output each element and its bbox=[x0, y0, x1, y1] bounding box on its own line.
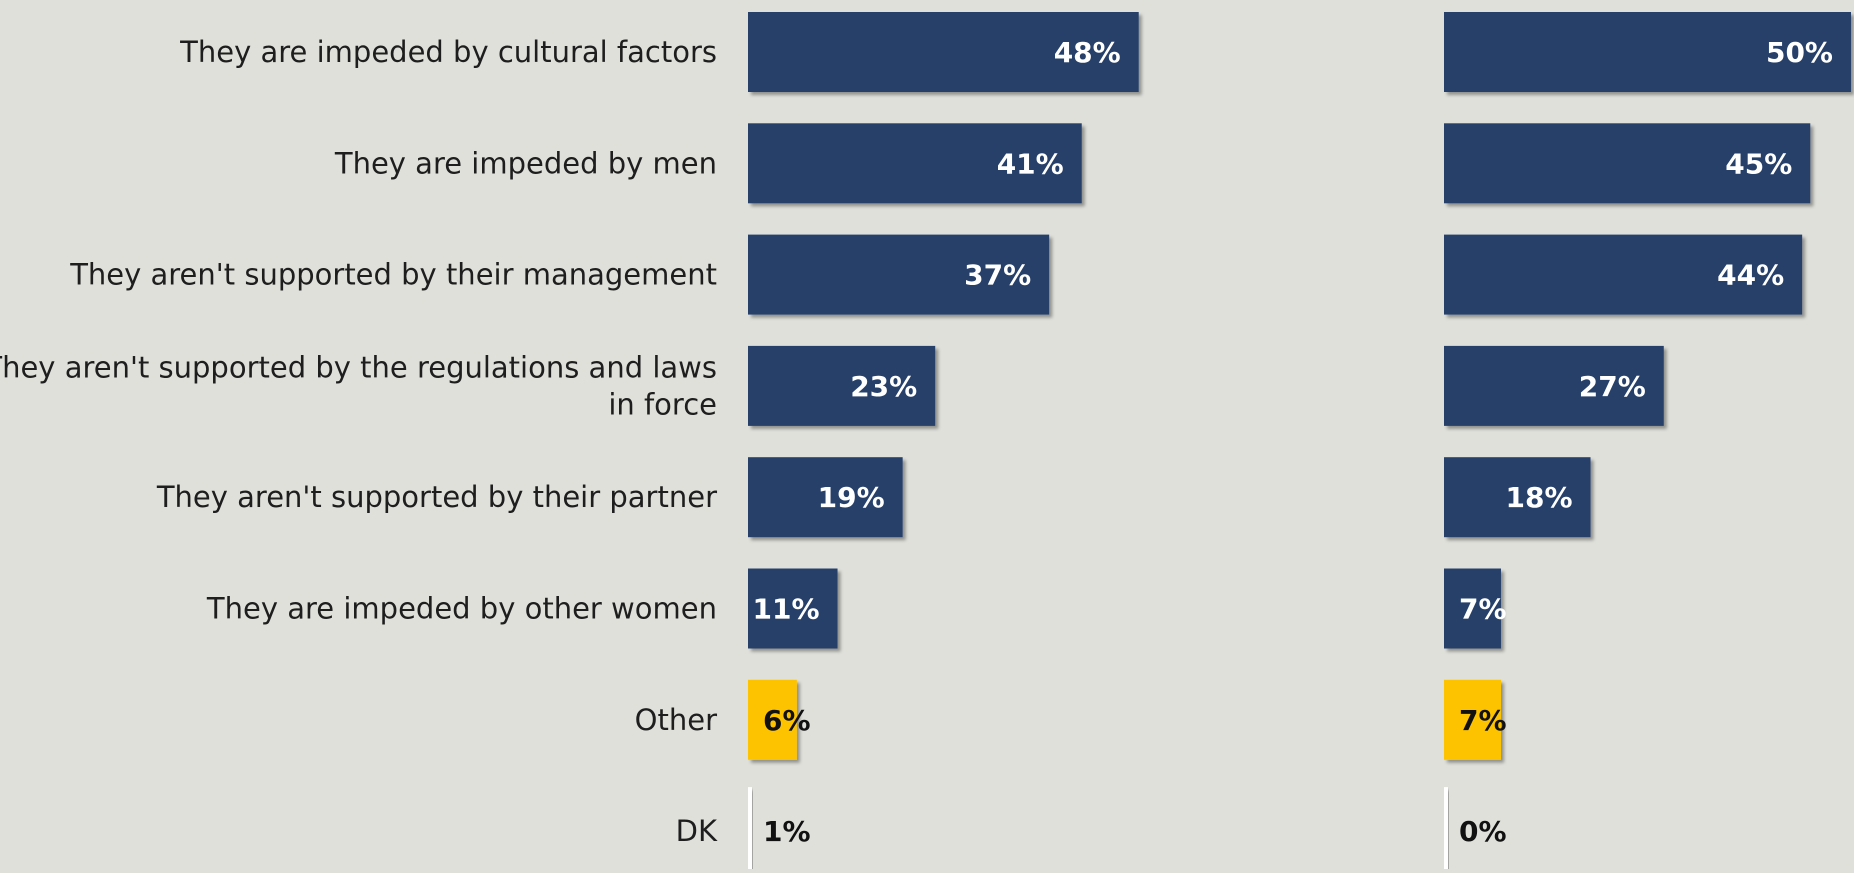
bar-dk bbox=[748, 787, 752, 873]
value-label: 50% bbox=[1766, 36, 1833, 69]
bar bbox=[1444, 123, 1811, 204]
bar bbox=[1444, 12, 1851, 92]
value-label: 44% bbox=[1717, 259, 1784, 292]
panel-left: 48% 41% 37% 23% 19% 11% 6% 1% bbox=[748, 12, 1139, 873]
bar bbox=[1444, 457, 1591, 538]
bar bbox=[748, 123, 1082, 204]
bar bbox=[748, 12, 1139, 92]
value-label: 0% bbox=[1459, 815, 1507, 848]
bar-other bbox=[748, 679, 797, 760]
category-label: They are impeded by men bbox=[334, 146, 717, 180]
value-label: 7% bbox=[1459, 704, 1507, 737]
value-label: 41% bbox=[997, 147, 1064, 180]
value-label: 27% bbox=[1579, 370, 1646, 403]
category-label: They are impeded by other women bbox=[206, 592, 717, 626]
bar bbox=[1444, 345, 1664, 426]
bar-dk bbox=[1444, 787, 1448, 873]
value-label: 11% bbox=[753, 593, 820, 626]
category-label: They aren't supported by their managemen… bbox=[69, 258, 717, 292]
category-label: They aren't supported by the regulations… bbox=[0, 350, 717, 384]
value-label: 1% bbox=[763, 815, 811, 848]
bar bbox=[1444, 568, 1501, 649]
category-label: Other bbox=[635, 703, 717, 737]
value-label: 6% bbox=[763, 704, 811, 737]
panel-right: 50% 45% 44% 27% 18% 7% 7% 0% bbox=[1444, 12, 1851, 873]
category-label: They aren't supported by their partner bbox=[156, 480, 717, 514]
value-label: 37% bbox=[964, 259, 1031, 292]
bar bbox=[748, 457, 903, 538]
bar bbox=[748, 568, 838, 649]
value-label: 48% bbox=[1054, 36, 1121, 69]
bar bbox=[748, 234, 1050, 315]
category-label: They are impeded by cultural factors bbox=[179, 35, 717, 69]
bar bbox=[748, 345, 936, 426]
value-label: 45% bbox=[1725, 147, 1792, 180]
category-label: DK bbox=[676, 814, 718, 848]
category-label: in force bbox=[608, 387, 717, 421]
value-label: 7% bbox=[1459, 593, 1507, 626]
value-label: 18% bbox=[1505, 481, 1572, 514]
bar-other bbox=[1444, 679, 1501, 760]
category-labels: They are impeded by cultural factors They… bbox=[0, 35, 718, 848]
bar bbox=[1444, 234, 1803, 315]
value-label: 19% bbox=[818, 481, 885, 514]
value-label: 23% bbox=[850, 370, 917, 403]
